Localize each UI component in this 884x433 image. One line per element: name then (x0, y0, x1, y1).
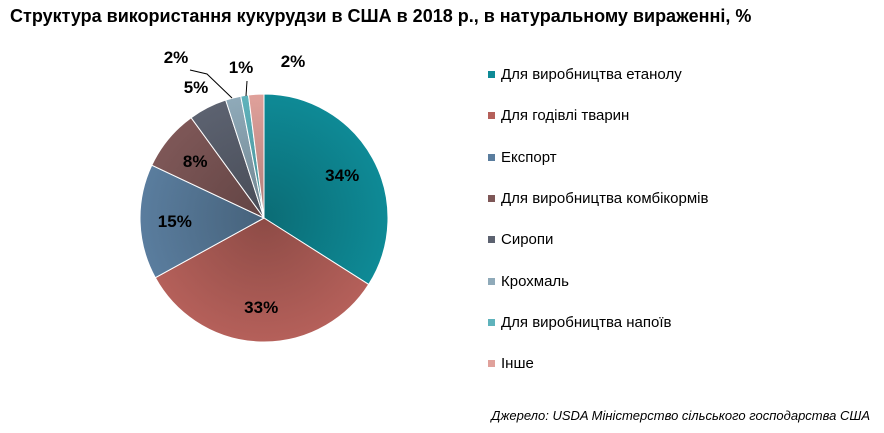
legend-swatch (488, 277, 495, 285)
pie-slice (139, 164, 266, 279)
legend-item: Для виробництва напоїв (488, 314, 672, 331)
legend-item: Інше (488, 355, 534, 372)
legend-swatch (488, 112, 495, 120)
legend-label: Для годівлі тварин (501, 107, 630, 125)
slice-data-label: 34% (325, 166, 359, 185)
pie-slice (247, 93, 265, 219)
slice-data-label: 15% (158, 212, 192, 231)
leader-line (245, 80, 248, 97)
legend-item: Для годівлі тварин (488, 107, 629, 124)
legend-swatch (488, 318, 495, 326)
legend-label: Для виробництва комбікормів (501, 189, 709, 207)
source-note: Джерело: USDA Міністерство сільського го… (491, 408, 870, 423)
legend-item: Експорт (488, 149, 557, 166)
legend-swatch (488, 236, 495, 244)
pie-slice (154, 217, 370, 343)
legend-swatch (488, 153, 495, 161)
legend-label: Для виробництва етанолу (501, 66, 682, 83)
leader-line (189, 69, 233, 99)
legend-label: Сиропи (501, 231, 554, 249)
slice-data-label: 2% (164, 48, 189, 67)
legend-label: Крохмаль (501, 272, 569, 290)
legend-label: Експорт (501, 148, 557, 166)
legend-item: Для виробництва етанолу (488, 66, 682, 83)
legend-item: Крохмаль (488, 273, 569, 290)
legend-swatch (488, 360, 495, 368)
slice-data-label: 5% (184, 78, 209, 97)
slice-data-label: 8% (183, 152, 208, 171)
legend-item: Сиропи (488, 231, 553, 248)
legend-label: Для виробництва напоїв (501, 313, 672, 331)
slice-data-label: 1% (229, 58, 254, 77)
legend-label: Інше (501, 355, 534, 373)
legend-swatch (488, 194, 495, 202)
chart-title: Структура використання кукурудзи в США в… (10, 6, 752, 26)
legend-item: Для виробництва комбікормів (488, 190, 708, 207)
pie-slice (263, 93, 389, 286)
legend-swatch (488, 71, 495, 78)
slice-data-label: 2% (281, 52, 306, 71)
slice-data-label: 33% (244, 298, 278, 317)
